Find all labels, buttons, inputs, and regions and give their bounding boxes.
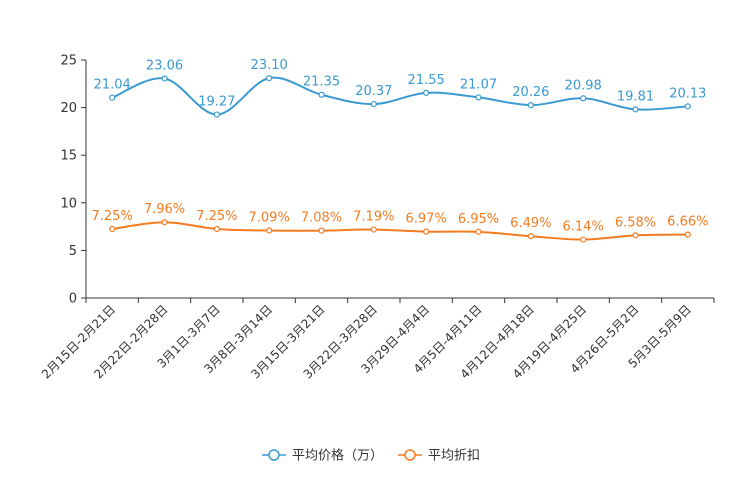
data-label: 23.10 <box>251 58 288 73</box>
data-point[interactable] <box>580 236 587 243</box>
legend-item-1[interactable]: 平均价格（万） <box>262 448 383 464</box>
y-tick-label: 10 <box>60 196 77 211</box>
data-point[interactable] <box>109 225 116 233</box>
x-tick-labels: 2月15日-2月21日2月22日-2月28日3月1日-3月7日3月8日-3月14… <box>39 302 694 381</box>
data-point[interactable] <box>423 89 430 96</box>
data-label: 21.07 <box>460 77 497 92</box>
data-label: 6.14% <box>563 220 604 235</box>
data-label: 6.97% <box>406 212 447 227</box>
data-label: 6.95% <box>458 212 499 227</box>
series-2: 7.25% 7.96% 7.25% 7.09% 7.08% 7.19% 6.97% 6.95%… <box>92 202 708 243</box>
data-label: 21.35 <box>303 75 340 90</box>
data-label: 20.26 <box>512 85 549 100</box>
data-label: 7.09% <box>249 211 290 226</box>
data-label: 19.81 <box>617 89 654 104</box>
data-point[interactable] <box>370 100 377 108</box>
data-point[interactable] <box>684 231 691 238</box>
data-label: 20.37 <box>355 84 392 99</box>
data-point[interactable] <box>213 111 220 118</box>
legend[interactable]: 平均价格（万） 平均折扣 <box>262 448 480 464</box>
data-label: 7.25% <box>92 209 133 224</box>
y-tick-label: 0 <box>69 292 77 307</box>
data-label: 6.49% <box>510 216 551 231</box>
y-tick-label: 20 <box>60 101 77 116</box>
data-label: 21.55 <box>408 73 445 88</box>
data-label: 21.04 <box>94 78 131 93</box>
y-tick-label: 25 <box>60 54 77 69</box>
data-label: 7.25% <box>196 209 237 224</box>
data-label: 23.06 <box>146 58 183 73</box>
data-point[interactable] <box>161 75 168 82</box>
series-layer: 21.04 23.06 19.27 23.10 21.35 20.37 21.55 21.07… <box>92 58 708 243</box>
data-point[interactable] <box>527 233 534 240</box>
data-point[interactable] <box>266 227 273 234</box>
data-label: 6.58% <box>615 215 656 230</box>
y-tick-label: 5 <box>69 244 77 259</box>
data-point[interactable] <box>684 103 691 110</box>
y-tick-labels: 0 5 10 15 20 25 <box>60 54 77 307</box>
legend-label: 平均价格（万） <box>292 448 383 464</box>
legend-marker <box>268 449 280 461</box>
data-point[interactable] <box>580 95 587 102</box>
data-point[interactable] <box>318 91 325 98</box>
series-line <box>112 221 688 241</box>
data-point[interactable] <box>213 225 220 233</box>
axes <box>81 59 715 303</box>
data-label: 20.98 <box>565 78 602 93</box>
data-point[interactable] <box>318 227 325 234</box>
data-point[interactable] <box>370 226 377 233</box>
data-label: 19.27 <box>198 95 235 110</box>
data-label: 6.66% <box>667 215 708 230</box>
data-point[interactable] <box>109 94 116 101</box>
legend-label: 平均折扣 <box>428 449 480 464</box>
data-point[interactable] <box>475 228 482 235</box>
data-label: 20.13 <box>669 86 706 101</box>
data-label: 7.19% <box>353 210 394 225</box>
series-1: 21.04 23.06 19.27 23.10 21.35 20.37 21.55 21.07… <box>94 58 706 118</box>
data-label: 7.08% <box>301 211 342 226</box>
data-point[interactable] <box>161 219 168 226</box>
data-point[interactable] <box>632 106 639 113</box>
data-point[interactable] <box>475 94 482 101</box>
data-point[interactable] <box>423 228 430 235</box>
data-point[interactable] <box>266 74 273 82</box>
legend-item-2[interactable]: 平均折扣 <box>398 449 480 464</box>
data-label: 7.96% <box>144 202 185 217</box>
legend-marker <box>404 449 416 461</box>
data-point[interactable] <box>632 232 639 239</box>
data-point[interactable] <box>527 102 534 109</box>
y-tick-label: 15 <box>60 149 77 164</box>
